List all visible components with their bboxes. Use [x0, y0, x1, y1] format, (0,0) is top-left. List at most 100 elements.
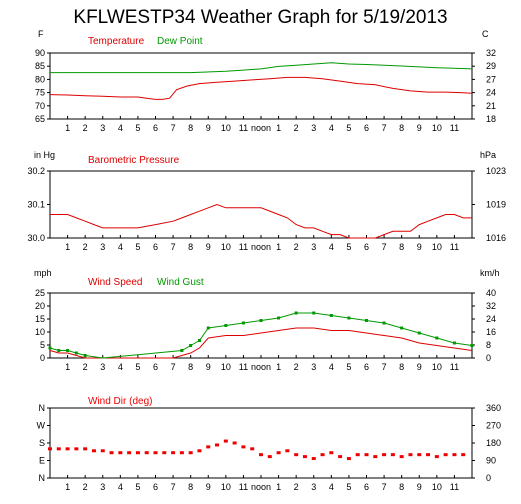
- gust-point: [382, 321, 386, 325]
- wind-dir-point: [135, 451, 140, 455]
- wind-dir-point: [153, 451, 158, 455]
- left-tick-label: 85: [35, 61, 45, 71]
- wind-dir-point: [232, 441, 237, 445]
- right-tick-label: 24: [486, 88, 496, 98]
- right-tick-label: 0: [486, 473, 491, 483]
- gust-point: [347, 316, 351, 320]
- wind-dir-point: [48, 447, 52, 451]
- wind-dir-point: [83, 447, 88, 451]
- wind-dir-point: [285, 449, 290, 453]
- wind-dir-point: [382, 453, 387, 457]
- gust-point: [66, 349, 70, 352]
- gust-point: [294, 311, 298, 315]
- gust-point: [470, 344, 474, 347]
- hour-label: 2: [83, 242, 88, 252]
- right-tick-label: 270: [486, 421, 501, 431]
- right-tick-label: 32: [486, 48, 496, 58]
- wind-dir-point: [118, 451, 123, 455]
- hour-label: 1: [65, 362, 70, 372]
- hour-label: 2: [294, 242, 299, 252]
- left-tick-label: E: [39, 456, 45, 466]
- gust-point: [224, 324, 228, 327]
- hour-label: 9: [206, 242, 211, 252]
- wind-dir-point: [338, 455, 343, 459]
- series-title: Wind Dir (deg): [88, 396, 152, 407]
- right-tick-label: 18: [486, 114, 496, 124]
- wind-dir-point: [329, 451, 334, 455]
- wind-dir-point: [171, 451, 176, 455]
- right-unit-label: C: [482, 29, 489, 39]
- series-line-wind-speed: [49, 327, 473, 359]
- gust-point: [241, 321, 245, 325]
- wind-dir-point: [267, 455, 272, 459]
- hour-label: 10: [432, 482, 442, 492]
- wind-dir-point: [144, 451, 149, 455]
- page-title: KFLWESTP34 Weather Graph for 5/19/2013: [73, 7, 448, 28]
- gust-point: [180, 349, 184, 352]
- hour-label: 3: [100, 123, 105, 133]
- right-unit-label: hPa: [480, 150, 496, 160]
- left-tick-label: W: [37, 421, 46, 431]
- hour-label: 4: [118, 242, 123, 252]
- hour-label: 7: [171, 123, 176, 133]
- hour-label: 7: [171, 242, 176, 252]
- hour-label: 4: [329, 123, 334, 133]
- wind-dir-point: [452, 453, 457, 457]
- wind-dir-point: [276, 451, 281, 455]
- wind-dir-point: [390, 453, 395, 457]
- series-title: Wind Gust: [157, 277, 204, 288]
- left-unit-label: in Hg: [34, 150, 55, 160]
- wind-dir-point: [294, 453, 299, 457]
- chart-panel-2: in Hg hPa30.230.130.0102310191016Barometr…: [27, 150, 506, 252]
- hour-label: 6: [364, 242, 369, 252]
- wind-dir-point: [346, 457, 351, 461]
- hour-label: 5: [346, 123, 351, 133]
- hour-label: 8: [399, 123, 404, 133]
- right-tick-label: 8: [486, 340, 491, 350]
- hour-label: 1: [276, 362, 281, 372]
- wind-dir-point: [259, 453, 263, 457]
- hour-label: 2: [294, 362, 299, 372]
- plot-frame: [49, 52, 473, 120]
- hour-label: 1: [65, 482, 70, 492]
- hour-label: 6: [364, 123, 369, 133]
- right-tick-label: 0: [486, 353, 491, 363]
- hour-label: 4: [329, 482, 334, 492]
- wind-dir-point: [320, 453, 325, 457]
- right-unit-label: km/h: [480, 268, 500, 278]
- hour-label: 10: [221, 242, 231, 252]
- hour-label: 7: [382, 242, 387, 252]
- hour-label: 3: [311, 242, 316, 252]
- hour-label: 6: [153, 362, 158, 372]
- hour-label: 7: [171, 482, 176, 492]
- left-tick-label: N: [39, 403, 46, 413]
- wind-dir-point: [311, 457, 316, 461]
- hour-label: 9: [417, 362, 422, 372]
- hour-label: 11: [450, 482, 459, 492]
- hour-label: 3: [100, 242, 105, 252]
- hour-label: 1: [276, 242, 281, 252]
- hour-label: 8: [399, 482, 404, 492]
- wind-dir-point: [179, 451, 184, 455]
- left-tick-label: S: [39, 438, 45, 448]
- hour-label: 2: [83, 482, 88, 492]
- wind-dir-point: [443, 453, 448, 457]
- hour-label: 5: [135, 242, 140, 252]
- hour-label: 1: [65, 242, 70, 252]
- hour-label: noon: [251, 123, 271, 133]
- right-tick-label: 90: [486, 456, 496, 466]
- gust-point: [197, 339, 201, 342]
- hour-label: 10: [432, 362, 442, 372]
- right-tick-label: 16: [486, 327, 496, 337]
- left-tick-label: 20: [35, 301, 45, 311]
- hour-label: 10: [432, 242, 442, 252]
- hour-label: 11: [239, 242, 248, 252]
- series-line-barometric-pressure: [50, 203, 472, 239]
- hour-label: 6: [153, 482, 158, 492]
- wind-dir-point: [408, 453, 413, 457]
- hour-label: 7: [382, 123, 387, 133]
- hour-label: 6: [364, 362, 369, 372]
- left-tick-label: 65: [35, 114, 45, 124]
